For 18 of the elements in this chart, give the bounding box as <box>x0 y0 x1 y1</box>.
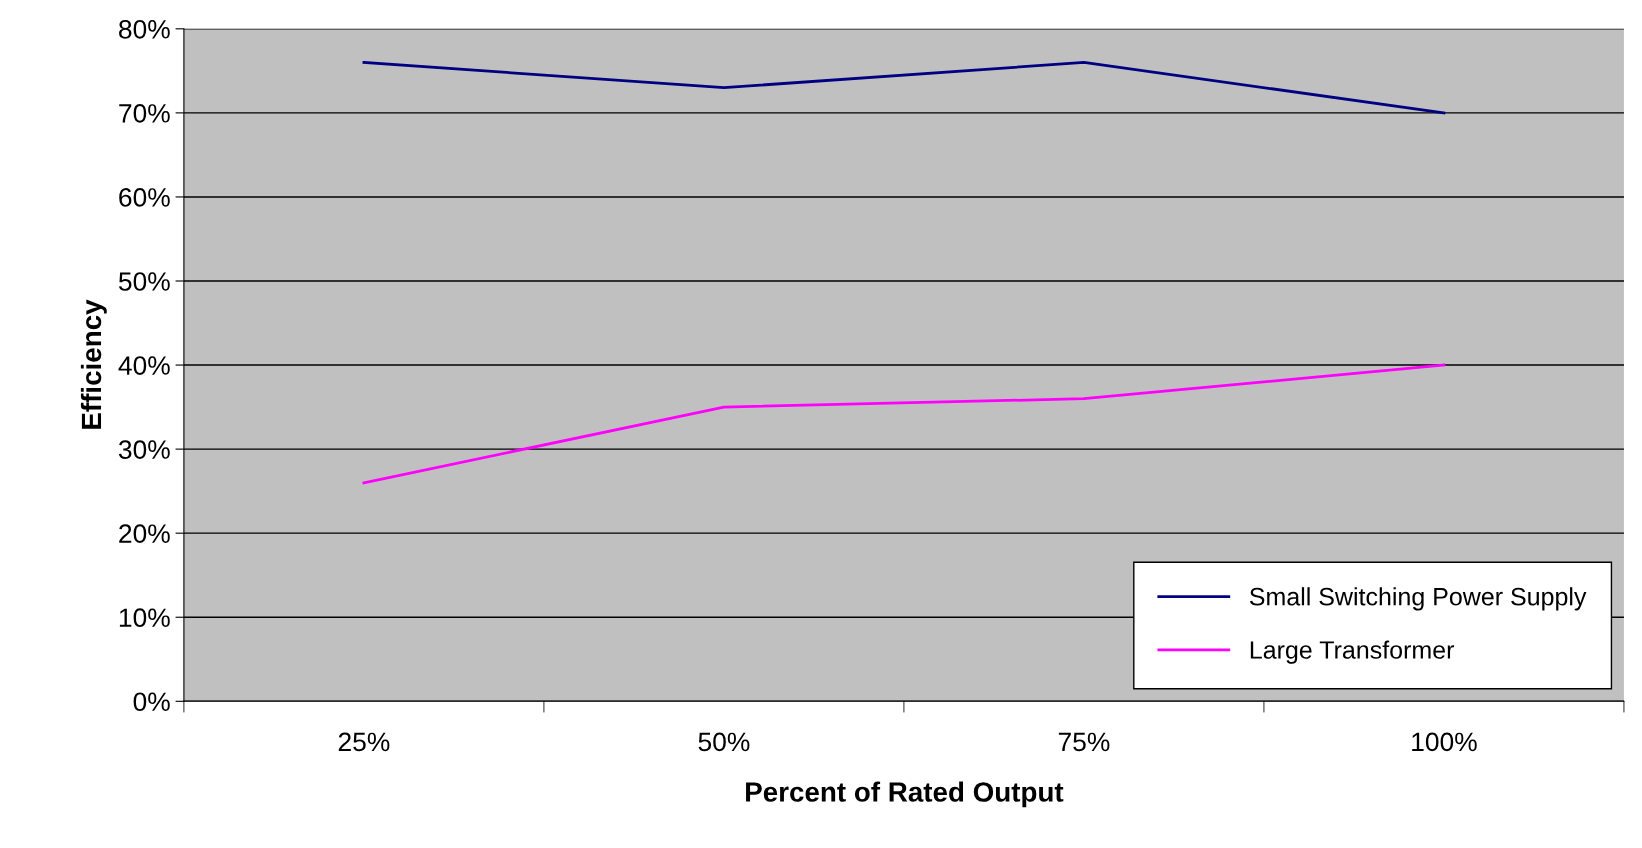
y-tick-label: 40% <box>118 356 170 375</box>
y-tick-label: 30% <box>118 440 170 459</box>
y-tick-label: 50% <box>118 272 170 291</box>
legend-label: Small Switching Power Supply <box>1249 587 1587 611</box>
y-tick-label: 10% <box>119 608 170 628</box>
y-tick-label: 20% <box>119 524 170 543</box>
y-tick-label: 80% <box>119 19 170 39</box>
legend-label: Large Transformer <box>1250 640 1455 664</box>
x-tick-label: 50% <box>698 732 750 752</box>
y-tick-label: 60% <box>119 188 170 207</box>
y-axis-title: Efficiency <box>80 299 107 429</box>
y-tick-label: 70% <box>119 104 170 123</box>
x-tick-label: 100% <box>1412 732 1477 752</box>
x-axis-title: Percent of Rated Output <box>746 781 1064 808</box>
x-tick-label: 75% <box>1058 732 1110 752</box>
y-tick-label: 0% <box>133 692 170 712</box>
line-series <box>362 363 1446 485</box>
x-tick-label: 25% <box>338 732 390 752</box>
